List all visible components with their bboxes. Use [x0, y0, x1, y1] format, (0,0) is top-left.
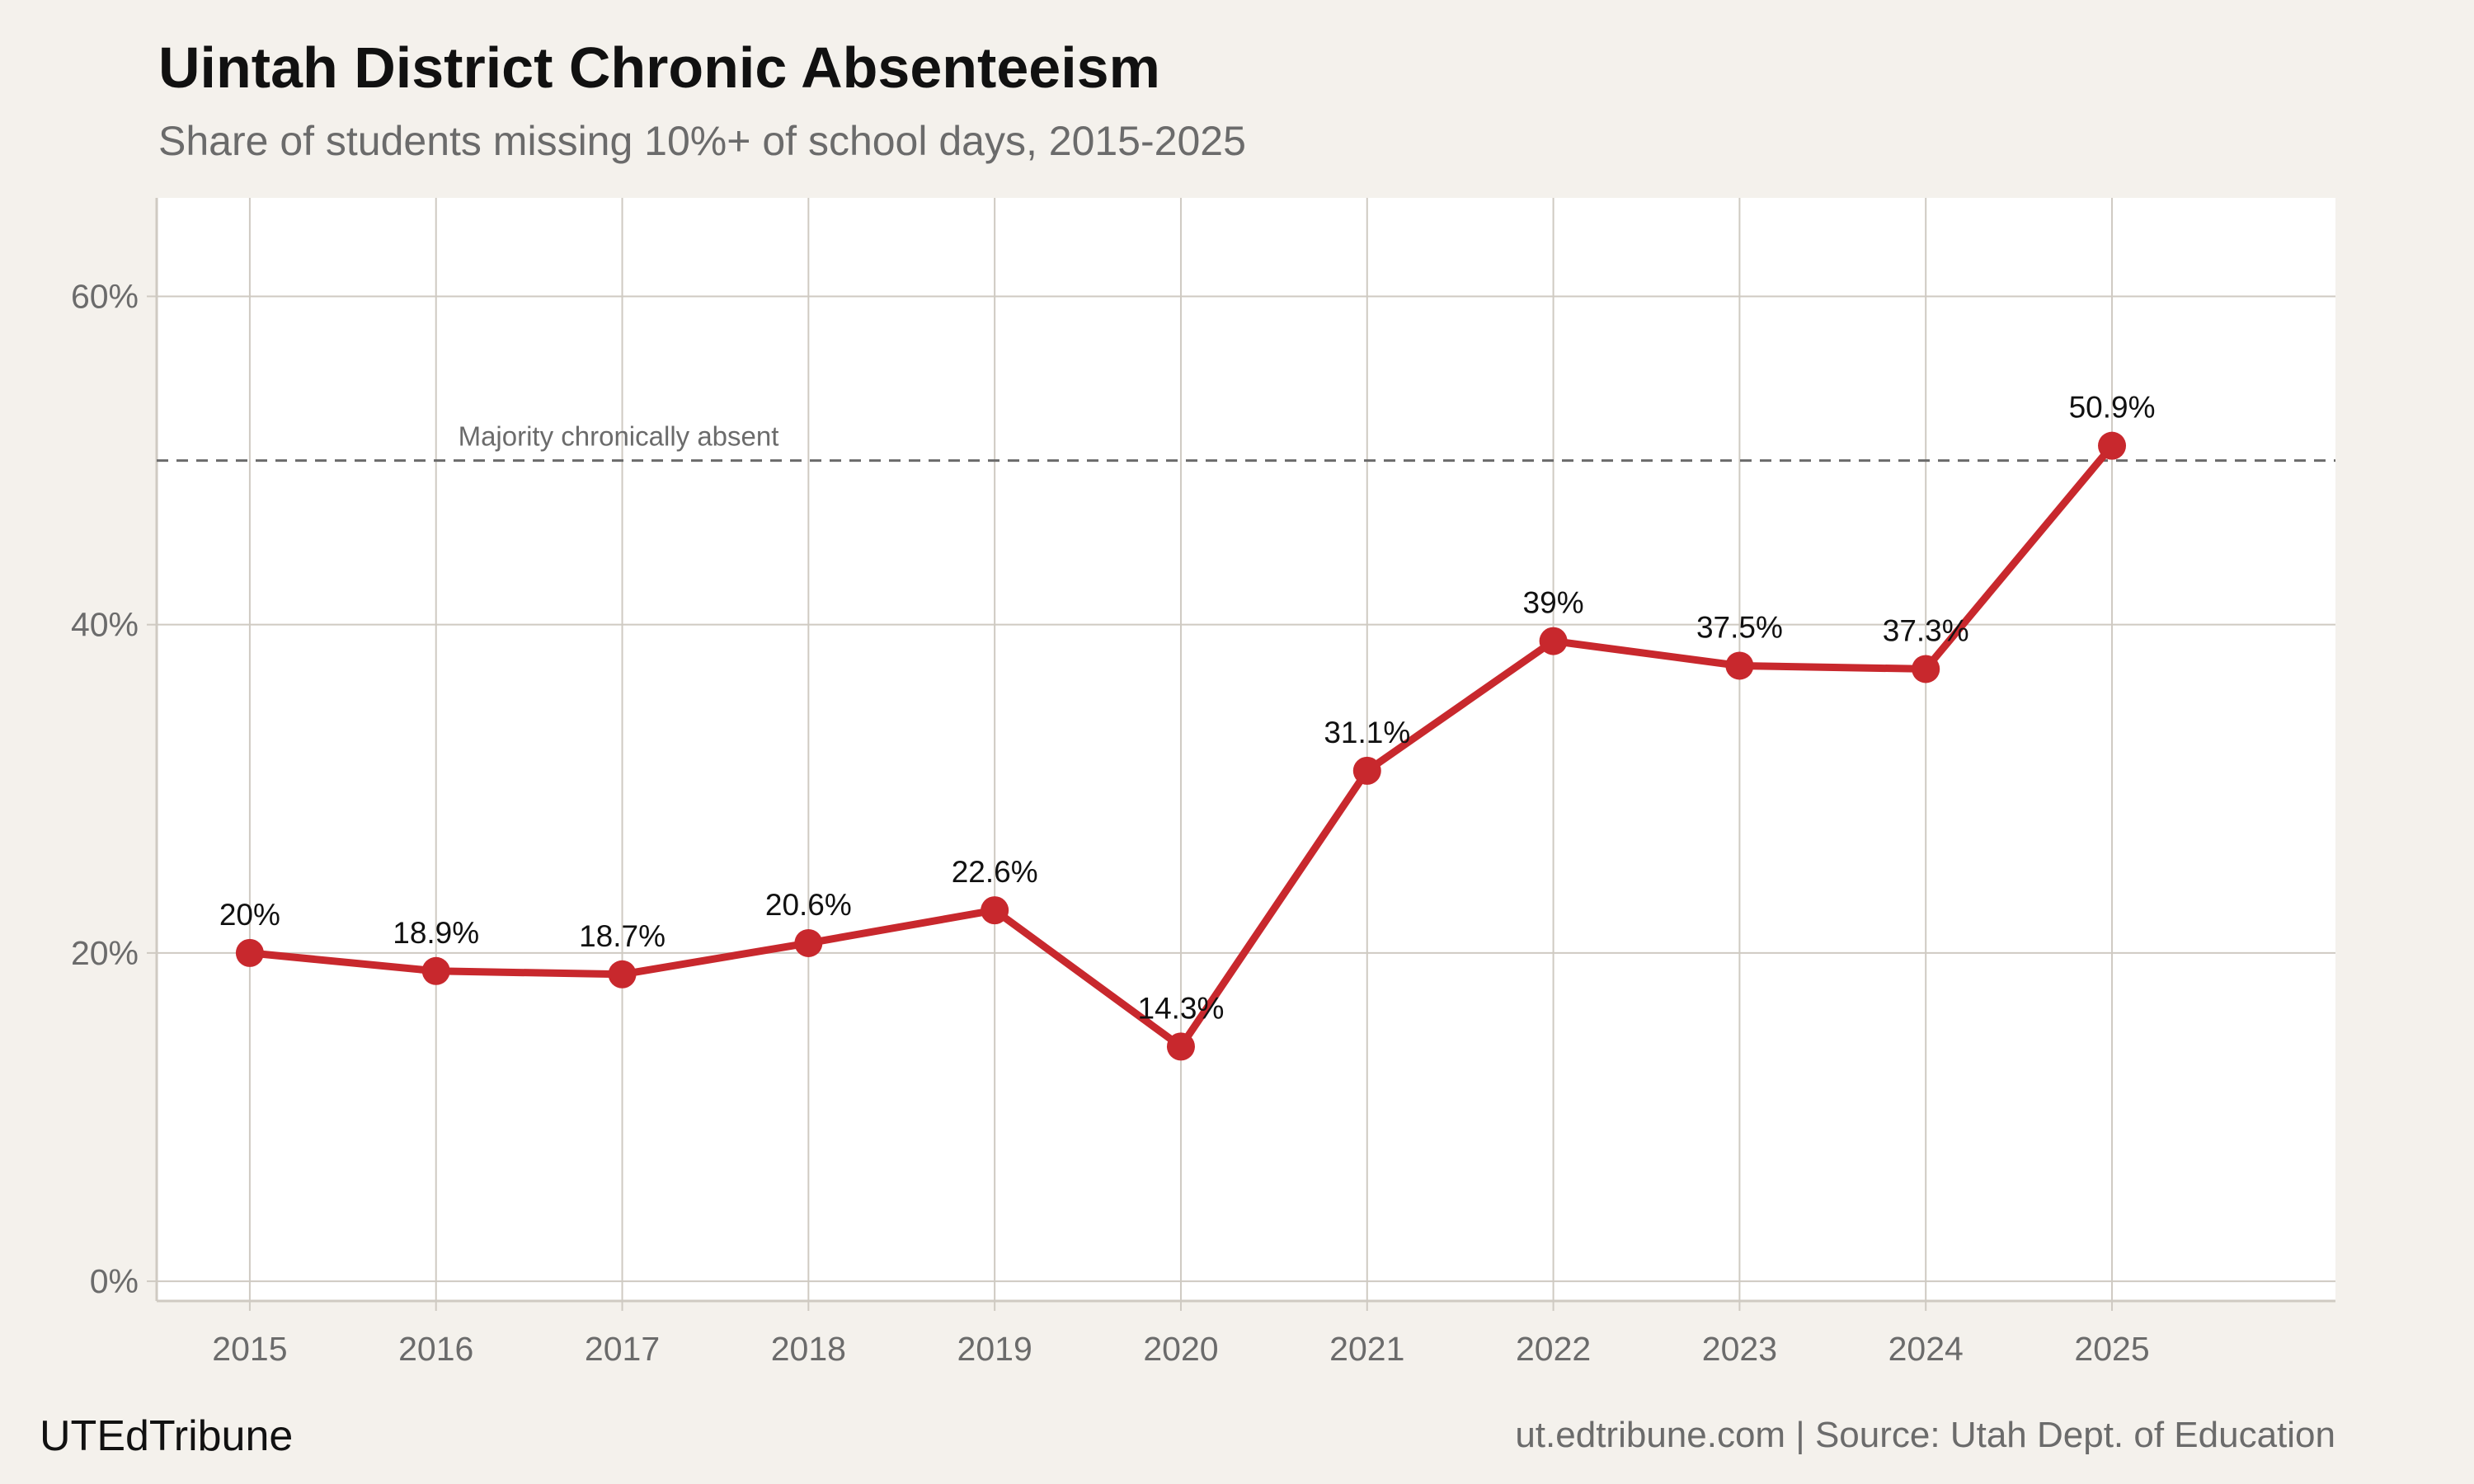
gridlines [157, 198, 2335, 1301]
x-tick-label: 2025 [2074, 1330, 2149, 1368]
x-tick-label: 2021 [1329, 1330, 1404, 1368]
reference-line-label: Majority chronically absent [459, 421, 779, 452]
data-point [1912, 655, 1940, 683]
data-label: 37.3% [1883, 613, 1969, 647]
data-label: 22.6% [952, 855, 1038, 889]
data-point [1352, 756, 1381, 785]
plot-panel [157, 198, 2335, 1301]
data-point [608, 960, 637, 989]
source-credit: ut.edtribune.com | Source: Utah Dept. of… [1515, 1415, 2335, 1455]
x-tick-label: 2019 [957, 1330, 1032, 1368]
x-tick-label: 2020 [1143, 1330, 1218, 1368]
x-tick-label: 2017 [585, 1330, 660, 1368]
x-tick-label: 2024 [1888, 1330, 1964, 1368]
x-tick-label: 2015 [212, 1330, 287, 1368]
y-tick-label: 0% [90, 1262, 139, 1300]
x-tick-label: 2022 [1516, 1330, 1591, 1368]
data-label: 39% [1523, 586, 1584, 620]
chart-title: Uintah District Chronic Absenteeism [158, 35, 1160, 100]
data-points [235, 431, 2127, 1061]
axes: 0% 20% 40% 60% 2015 2016 2017 2018 2019 2020 2021 2… [71, 198, 2335, 1368]
x-tick-label: 2016 [398, 1330, 473, 1368]
data-label: 50.9% [2069, 391, 2156, 425]
data-label: 20% [219, 898, 280, 932]
data-label: 20.6% [765, 888, 852, 922]
data-point [2098, 431, 2127, 460]
data-point [981, 896, 1009, 925]
y-tick-label: 40% [71, 606, 139, 644]
y-tick-label: 60% [71, 277, 139, 315]
y-tick-label: 20% [71, 934, 139, 972]
data-label: 18.9% [393, 916, 479, 950]
data-point [1539, 627, 1568, 655]
data-point [235, 938, 264, 967]
x-tick-label: 2018 [771, 1330, 846, 1368]
data-point [794, 928, 823, 957]
data-label: 31.1% [1324, 716, 1410, 749]
x-tick-label: 2023 [1702, 1330, 1777, 1368]
data-point [421, 956, 450, 985]
data-point [1166, 1032, 1195, 1061]
data-label: 37.5% [1696, 610, 1783, 644]
data-point [1725, 651, 1754, 680]
data-labels: 20% 18.9% 18.7% 20.6% 22.6% 14.3% 31.1% 39% 37.5… [219, 391, 2156, 1026]
reference-line-group: Majority chronically absent [157, 421, 2335, 463]
brand-logo-text: UTEdTribune [40, 1412, 294, 1460]
data-label: 18.7% [579, 919, 666, 953]
data-label: 14.3% [1138, 991, 1225, 1025]
chart-subtitle: Share of students missing 10%+ of school… [158, 118, 1246, 164]
